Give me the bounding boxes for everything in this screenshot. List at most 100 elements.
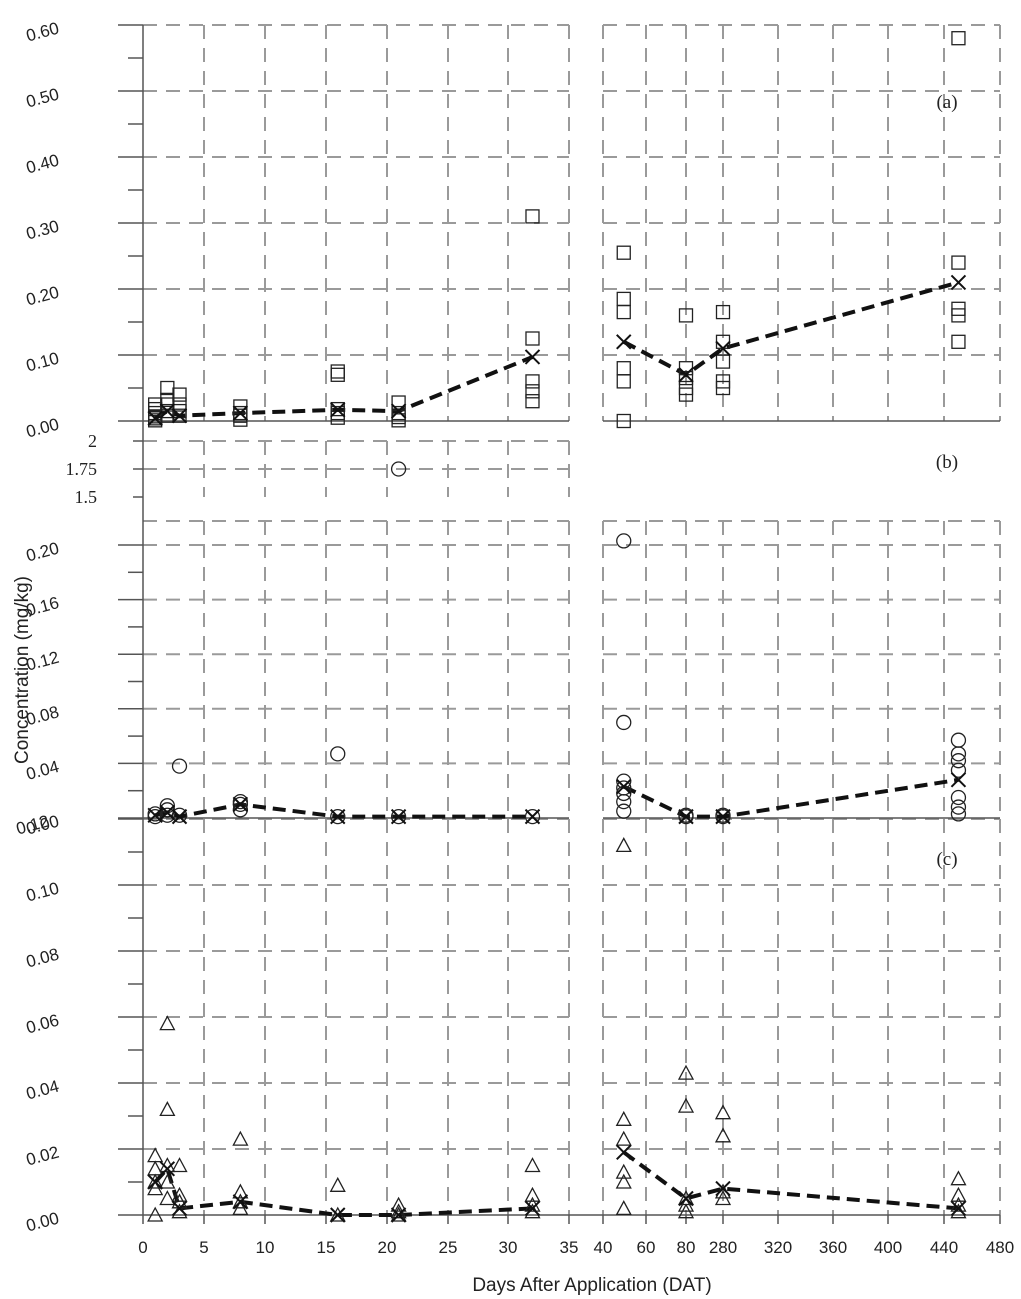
mean-marker-stroke bbox=[616, 334, 632, 350]
x-tick-label: 20 bbox=[378, 1238, 397, 1257]
mean-marker-stroke bbox=[330, 1207, 346, 1223]
mean-marker-stroke bbox=[950, 1200, 967, 1217]
mean-lines bbox=[153, 280, 960, 1217]
mean-marker-stroke bbox=[159, 804, 176, 821]
square-marker bbox=[172, 387, 187, 402]
x-tick-label: 440 bbox=[930, 1238, 958, 1257]
triangle-marker bbox=[615, 1200, 632, 1216]
square-marker bbox=[525, 384, 540, 399]
circle-marker bbox=[524, 808, 541, 825]
square-marker bbox=[951, 301, 966, 316]
circle-marker bbox=[330, 746, 346, 762]
square-marker bbox=[330, 401, 345, 417]
square-marker bbox=[391, 395, 406, 410]
triangle-marker bbox=[714, 1104, 732, 1120]
mean-marker bbox=[147, 807, 163, 823]
mean-marker bbox=[171, 408, 188, 424]
circle-marker bbox=[390, 808, 407, 825]
mean-marker-stroke bbox=[524, 349, 541, 365]
mean-marker bbox=[616, 778, 632, 795]
triangle-marker bbox=[615, 1173, 632, 1189]
mean-marker bbox=[232, 796, 249, 813]
mean-marker bbox=[232, 405, 249, 421]
mean-marker bbox=[678, 1190, 694, 1207]
circle-marker bbox=[678, 807, 694, 823]
circle-marker bbox=[330, 808, 346, 825]
circle-marker bbox=[616, 780, 632, 796]
x-tick-label: 360 bbox=[819, 1238, 847, 1257]
square-marker bbox=[678, 370, 694, 386]
panel-label: (b) bbox=[936, 452, 958, 473]
mean-marker bbox=[147, 1174, 163, 1190]
mean-marker-stroke bbox=[950, 274, 967, 291]
mean-marker bbox=[390, 1207, 407, 1223]
square-marker bbox=[616, 245, 631, 260]
x-axis-label: Days After Application (DAT) bbox=[472, 1275, 711, 1296]
triangle-marker bbox=[232, 1130, 249, 1146]
mean-marker-stroke bbox=[330, 808, 346, 825]
mean-line bbox=[622, 1150, 959, 1211]
triangle-marker bbox=[390, 1206, 407, 1222]
mean-marker bbox=[616, 1144, 632, 1161]
mean-marker-stroke bbox=[159, 1161, 176, 1177]
mean-marker-stroke bbox=[390, 403, 407, 419]
triangle-marker bbox=[329, 1176, 346, 1192]
mean-marker-stroke bbox=[715, 808, 731, 825]
triangle-marker bbox=[390, 1196, 407, 1212]
mean-marker-stroke bbox=[147, 807, 163, 823]
y-tick-label-break: 2 bbox=[88, 431, 97, 451]
data-points bbox=[147, 31, 967, 1223]
y-tick-label-a: 0.60 bbox=[24, 19, 61, 46]
mean-marker-stroke bbox=[715, 1180, 731, 1197]
square-marker bbox=[678, 308, 694, 323]
triangle-marker bbox=[159, 1173, 176, 1189]
mean-marker-stroke bbox=[524, 808, 541, 825]
y-tick-label-break: 1.5 bbox=[75, 487, 98, 507]
triangle-marker bbox=[950, 1170, 967, 1186]
mean-marker bbox=[159, 1161, 176, 1177]
square-marker bbox=[160, 380, 175, 396]
mean-marker-stroke bbox=[171, 408, 188, 424]
mean-marker-stroke bbox=[232, 405, 249, 421]
circle-marker bbox=[950, 753, 967, 769]
y-tick-label-c: 0.12 bbox=[14, 812, 51, 839]
y-tick-label-a: 0.20 bbox=[24, 283, 61, 310]
y-axis-label: Concentration (mg/kg) bbox=[12, 576, 33, 764]
mean-marker-stroke bbox=[616, 778, 632, 795]
circle-marker bbox=[715, 807, 731, 823]
x-tick-label: 0 bbox=[138, 1238, 147, 1257]
triangle-marker bbox=[615, 1163, 632, 1179]
mean-marker-stroke bbox=[390, 808, 407, 825]
triangle-marker bbox=[159, 1015, 176, 1031]
x-tick-label: 320 bbox=[764, 1238, 792, 1257]
mean-marker bbox=[171, 808, 188, 825]
circle-marker bbox=[171, 758, 188, 774]
mean-marker-stroke bbox=[715, 340, 731, 357]
mean-line bbox=[622, 777, 959, 819]
triangle-marker bbox=[232, 1183, 249, 1199]
mean-marker bbox=[330, 402, 346, 418]
mean-marker-stroke bbox=[232, 1194, 249, 1210]
square-marker bbox=[616, 413, 631, 429]
mean-marker bbox=[171, 1200, 188, 1217]
mean-marker bbox=[950, 1200, 967, 1217]
square-marker bbox=[525, 331, 540, 346]
mean-marker-stroke bbox=[171, 1200, 188, 1217]
mean-marker-stroke bbox=[950, 772, 967, 788]
mean-marker bbox=[950, 274, 967, 291]
x-tick-label: 35 bbox=[560, 1238, 579, 1257]
square-marker bbox=[616, 291, 631, 307]
mean-line bbox=[622, 280, 960, 378]
square-marker bbox=[148, 397, 163, 412]
triangle-marker bbox=[677, 1064, 695, 1080]
triangle-marker bbox=[147, 1206, 164, 1222]
mean-marker bbox=[715, 1180, 731, 1197]
circle-marker bbox=[390, 461, 407, 477]
mean-marker-stroke bbox=[330, 402, 346, 418]
circle-marker bbox=[616, 773, 632, 789]
circle-marker bbox=[616, 793, 632, 810]
triangle-marker bbox=[171, 1157, 188, 1173]
y-tick-label-a: 0.00 bbox=[24, 415, 61, 442]
mean-marker bbox=[950, 772, 967, 788]
